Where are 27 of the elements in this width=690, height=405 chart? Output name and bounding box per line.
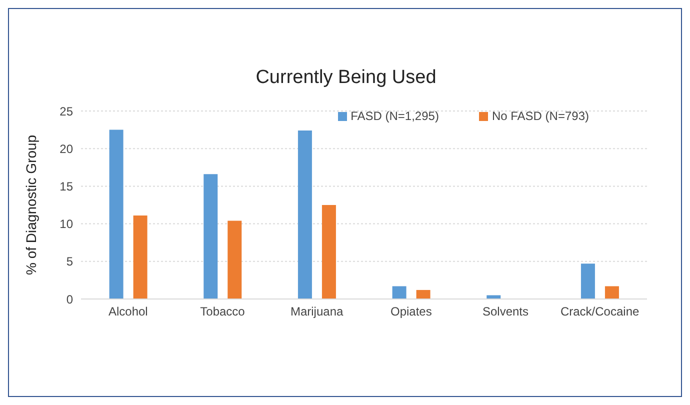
chart-title: Currently Being Used: [254, 67, 438, 89]
bar: [416, 290, 430, 299]
y-tick-label: 0: [66, 292, 74, 306]
y-tick-label: 25: [60, 104, 74, 118]
bar: [392, 286, 406, 299]
x-tick-label: Crack/Cocaine: [560, 304, 640, 319]
bar: [298, 130, 312, 299]
x-tick-label: Solvents: [482, 304, 529, 319]
bar: [580, 264, 595, 299]
y-tick-label: 10: [60, 217, 74, 232]
bar: [133, 216, 148, 299]
x-tick-label: Tobacco: [200, 304, 246, 319]
bar: [228, 220, 242, 299]
bar: [204, 174, 218, 299]
x-tick-label: Opiates: [390, 304, 432, 319]
y-tick-label: 15: [60, 179, 74, 194]
x-tick-label: Alcohol: [108, 304, 148, 319]
legend-label: FASD (N=1,295): [350, 109, 439, 123]
bar: [486, 295, 501, 299]
legend-label: No FASD (N=793): [492, 109, 589, 123]
y-axis-title: % of Diagnostic Group: [22, 134, 39, 275]
bar: [109, 130, 124, 299]
x-tick-label: Marijuana: [290, 304, 344, 319]
y-tick-label: 5: [66, 254, 74, 269]
bar: [604, 286, 619, 299]
bar: [322, 205, 336, 299]
y-tick-label: 20: [60, 142, 74, 156]
